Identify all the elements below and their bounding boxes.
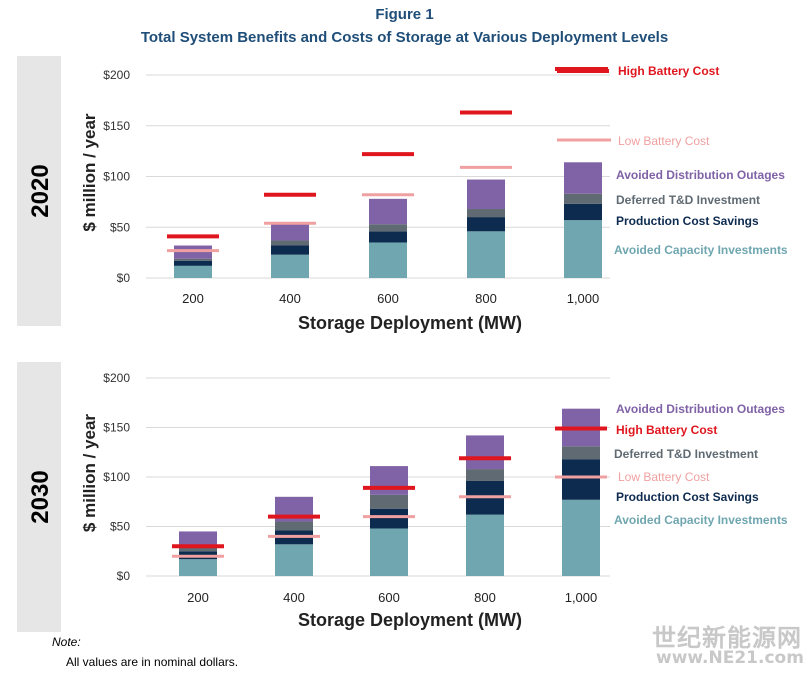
bar-segment [467, 217, 505, 232]
bar-segment [370, 494, 408, 509]
note-label: Note: [52, 635, 81, 649]
watermark-title: 世纪新能源网 [652, 624, 802, 652]
x-tick-label: 400 [283, 590, 305, 605]
bar-segment [564, 203, 602, 221]
bar-segment [179, 546, 217, 552]
y-tick-label: $50 [110, 520, 130, 534]
x-tick-label: 600 [378, 590, 400, 605]
bar-segment [369, 242, 407, 278]
x-tick-label: 200 [187, 590, 209, 605]
bar-segment [271, 254, 309, 278]
legend-label-low_battery: Low Battery Cost [618, 470, 710, 484]
bar-segment [174, 258, 212, 261]
bar-segment [275, 544, 313, 576]
chart-panel-2020: 2020 $ million / year $0 $50 $100 $150 $200 200… [17, 56, 788, 333]
bar-segment [562, 499, 600, 576]
figure-title: Total System Benefits and Costs of Stora… [140, 29, 669, 46]
y-tick-label: $150 [103, 421, 130, 435]
bar-segment [174, 260, 212, 266]
bar-segment [179, 559, 217, 576]
bar-segment [271, 224, 309, 241]
legend-label-low_battery: Low Battery Cost [618, 134, 710, 148]
bar-segment [467, 231, 505, 278]
x-tick-label: 400 [279, 291, 301, 306]
y-tick-label: $100 [103, 170, 130, 184]
x-tick-label: 1,000 [565, 590, 598, 605]
bar-segment [466, 469, 504, 481]
legend-label-deferred_td: Deferred T&D Investment [614, 447, 758, 461]
legend-label-distribution_outages: Avoided Distribution Outages [616, 168, 785, 182]
bar-segment [562, 459, 600, 500]
x-tick-label: 200 [182, 291, 204, 306]
chart-panel-2030: 2030 $ million / year $0 $50 $100 $150 $200 200… [17, 362, 788, 632]
bar-segment [564, 162, 602, 194]
year-band [17, 362, 61, 632]
bar-segment [271, 245, 309, 255]
note-text: All values are in nominal dollars. [66, 655, 239, 669]
bar-segment [174, 245, 212, 259]
y-tick-label: $200 [103, 371, 130, 385]
y-tick-label: $200 [103, 68, 130, 82]
x-tick-label: 600 [377, 291, 399, 306]
y-tick-label: $100 [103, 470, 130, 484]
x-axis-title: Storage Deployment (MW) [298, 313, 522, 333]
x-tick-label: 1,000 [567, 291, 600, 306]
bar-segment [275, 521, 313, 531]
legend-label-distribution_outages: Avoided Distribution Outages [616, 402, 785, 416]
bar-segment [369, 198, 407, 225]
bar-segment [562, 446, 600, 460]
y-axis-title: $ million / year [80, 113, 99, 231]
bar-segment [370, 508, 408, 529]
x-tick-label: 800 [475, 291, 497, 306]
bar-segment [466, 514, 504, 576]
legend-label-high_battery: High Battery Cost [616, 423, 717, 437]
figure-label: Figure 1 [375, 6, 434, 23]
year-label: 2020 [27, 164, 54, 217]
legend-label-deferred_td: Deferred T&D Investment [616, 193, 760, 207]
legend-label-high_battery: High Battery Cost [618, 64, 719, 78]
year-band [17, 56, 61, 326]
legend-label-avoided_capacity: Avoided Capacity Investments [614, 243, 788, 257]
x-tick-label: 800 [474, 590, 496, 605]
y-tick-label: $50 [110, 220, 130, 234]
bar-segment [179, 531, 217, 547]
legend-label-avoided_capacity: Avoided Capacity Investments [614, 513, 788, 527]
y-tick-label: $150 [103, 119, 130, 133]
legend-label-production_cost: Production Cost Savings [616, 214, 759, 228]
bar-segment [467, 208, 505, 218]
bar-segment [467, 179, 505, 209]
bar-segment [370, 466, 408, 495]
year-label: 2030 [27, 470, 54, 523]
bar-segment [271, 240, 309, 246]
bar-segment [174, 265, 212, 278]
bar-segment [369, 231, 407, 243]
y-tick-label: $0 [117, 569, 131, 583]
bar-segment [564, 220, 602, 278]
bar-segment [370, 528, 408, 576]
x-axis-title: Storage Deployment (MW) [298, 610, 522, 630]
bar-segment [564, 193, 602, 204]
y-tick-label: $0 [117, 271, 131, 285]
watermark-url: www.NE21.com [656, 648, 804, 668]
bar-segment [369, 224, 407, 232]
bar-segment [466, 435, 504, 470]
legend-label-production_cost: Production Cost Savings [616, 490, 759, 504]
y-axis-title: $ million / year [80, 414, 99, 532]
